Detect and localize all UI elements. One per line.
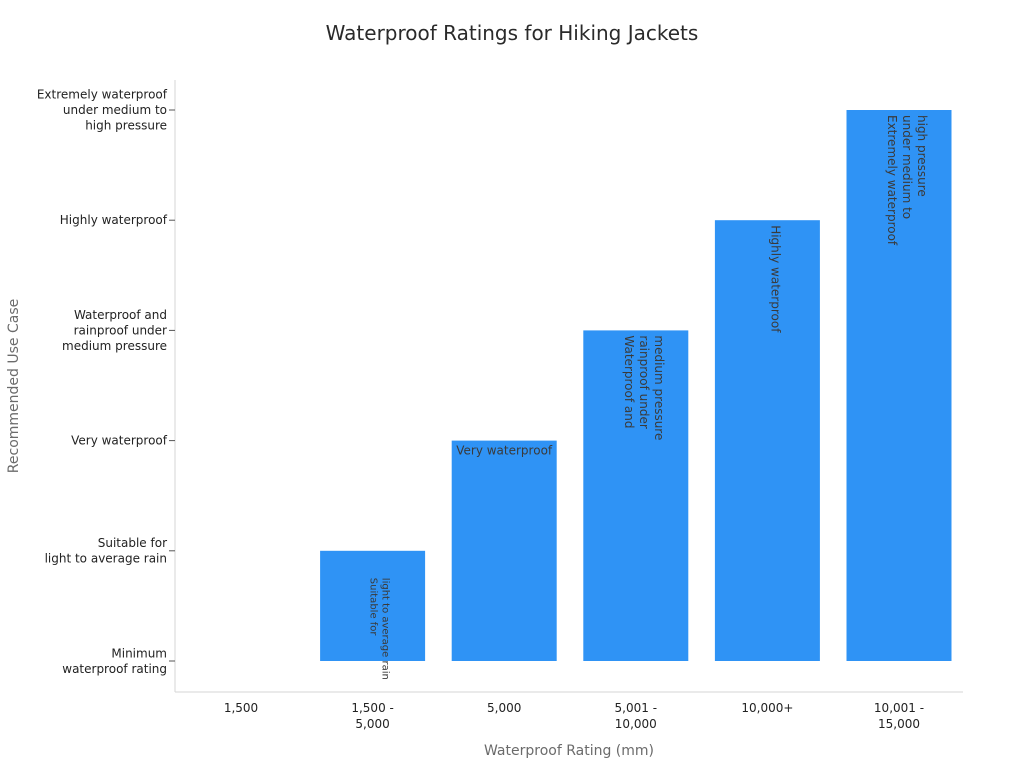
x-tick-label: 5,000 [487, 701, 521, 715]
bar [583, 330, 689, 661]
y-tick-label: Highly waterproof [60, 213, 168, 227]
y-tick-label: Minimum waterproof rating [62, 646, 167, 676]
x-axis-title: Waterproof Rating (mm) [484, 743, 654, 759]
chart-title: Waterproof Ratings for Hiking Jackets [326, 21, 699, 45]
x-tick-label: 5,001 -10,000 [615, 701, 658, 731]
x-tick-label: 10,001 -15,000 [874, 701, 924, 731]
y-tick-label: Waterproof and rainproof under medium pres… [62, 308, 167, 353]
y-tick-label: Very waterproof [71, 434, 168, 448]
bar [846, 110, 952, 661]
bar [451, 440, 557, 661]
y-axis-title: Recommended Use Case [6, 299, 22, 473]
bar-label: Suitable forlight to average rain [368, 578, 391, 680]
bar [320, 550, 426, 661]
x-tick-label: 10,000+ [741, 701, 793, 715]
bar-label: Highly waterproof [768, 225, 782, 333]
y-tick-label: Suitable for light to average rain [45, 536, 168, 566]
y-ticks-group: Minimum waterproof rating Suitable for ligh… [37, 88, 175, 676]
x-tick-label: 1,500 [224, 701, 258, 715]
bar [714, 220, 820, 661]
bars-group: Suitable forlight to average rain Very wa… [320, 110, 952, 680]
x-tick-label: 1,500 -5,000 [351, 701, 394, 731]
bar-label: Extremely waterproofunder medium tohigh … [885, 115, 929, 246]
x-ticks-group: 1,500 1,500 -5,000 5,000 5,001 -10,000 10,00… [224, 701, 924, 731]
bar-label: Very waterproof [456, 444, 553, 458]
bar-label: Waterproof andrainproof undermedium pres… [622, 335, 666, 440]
y-tick-label: Extremely waterproof under medium to high … [37, 88, 168, 133]
